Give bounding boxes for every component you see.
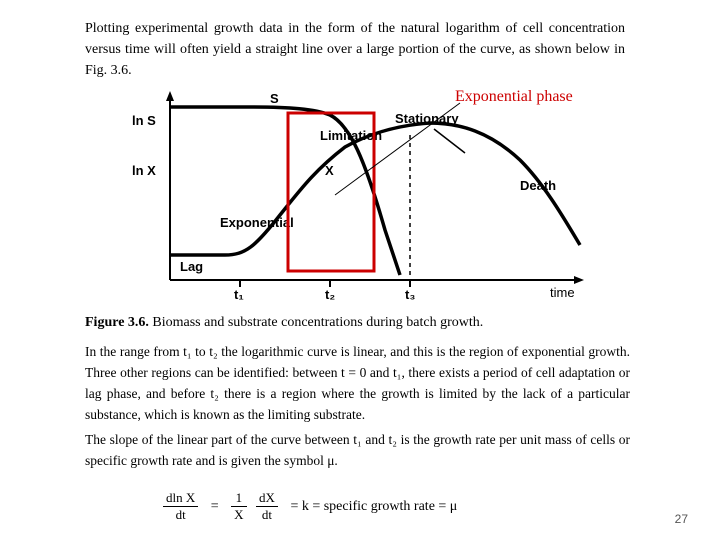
curve-label-S: S	[270, 91, 279, 106]
phase-stationary: Stationary	[395, 111, 459, 126]
growth-rate-equation: dln Xdt = 1X dXdt = k = specific growth …	[160, 490, 457, 523]
y-label-lnX: ln X	[132, 163, 156, 178]
x-tick-t3: t₃	[405, 287, 415, 302]
phase-lag: Lag	[180, 259, 203, 274]
body-p2: The slope of the linear part of the curv…	[85, 430, 630, 472]
x-tick-t2: t₂	[325, 287, 335, 302]
body-text: In the range from t₁ to t₂ the logarithm…	[85, 342, 630, 472]
figure-caption-rest: Biomass and substrate concentrations dur…	[149, 315, 483, 330]
phase-exponential: Exponential	[220, 215, 294, 230]
y-label-lnS: ln S	[132, 113, 156, 128]
curve-label-X: X	[325, 163, 334, 178]
intro-paragraph: Plotting experimental growth data in the…	[85, 18, 625, 81]
growth-chart: ln S ln X time t₁ t₂ t₃ S X Lag Exponent…	[120, 85, 600, 305]
x-tick-t1: t₁	[234, 287, 244, 302]
figure-caption: Figure 3.6. Biomass and substrate concen…	[85, 315, 625, 331]
body-p1: In the range from t₁ to t₂ the logarithm…	[85, 342, 630, 426]
page-number: 27	[675, 512, 688, 526]
x-axis-label: time	[550, 285, 575, 300]
phase-death: Death	[520, 178, 556, 193]
figure-caption-bold: Figure 3.6.	[85, 315, 149, 330]
